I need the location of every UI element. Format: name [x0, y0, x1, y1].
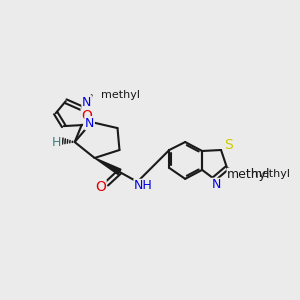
- Text: methyl: methyl: [227, 168, 271, 182]
- Text: N: N: [85, 117, 94, 130]
- Text: N: N: [82, 96, 91, 109]
- Text: O: O: [95, 180, 106, 194]
- Text: O: O: [81, 109, 92, 123]
- Text: methyl: methyl: [227, 168, 271, 182]
- Text: methyl: methyl: [100, 90, 140, 100]
- Text: methyl: methyl: [251, 169, 290, 179]
- Text: NH: NH: [134, 179, 153, 192]
- Text: N: N: [212, 178, 221, 191]
- Polygon shape: [94, 158, 121, 175]
- Text: S: S: [224, 138, 232, 152]
- Text: H: H: [52, 136, 62, 148]
